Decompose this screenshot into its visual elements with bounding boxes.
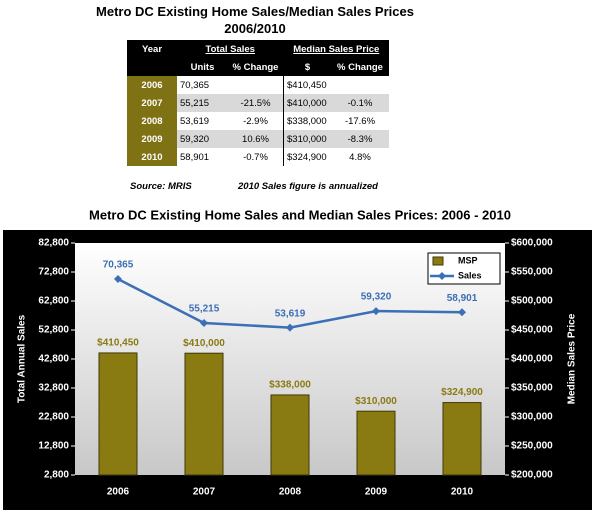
- y-tick-label: 12,800: [38, 441, 69, 452]
- table-cell: 2007: [127, 94, 177, 112]
- y2-tick-label: $200,000: [511, 470, 553, 481]
- x-tick-label: 2006: [107, 487, 130, 498]
- table-cell: $310,000: [283, 130, 331, 148]
- y-tick-label: 2,800: [44, 470, 69, 481]
- bar: [98, 352, 138, 476]
- y-tick-label: 32,800: [38, 383, 69, 394]
- table-cell: 10.6%: [228, 130, 284, 148]
- legend-label: Sales: [458, 270, 482, 280]
- bar-label: $310,000: [355, 396, 397, 407]
- y2-tick-label: $350,000: [511, 383, 553, 394]
- y2-tick-label: $450,000: [511, 325, 553, 336]
- marker: [114, 275, 122, 284]
- table-cell: $410,000: [283, 94, 331, 112]
- table-cell: 4.8%: [331, 148, 389, 166]
- bar-label: $410,450: [97, 338, 139, 349]
- table-cell: $338,000: [283, 112, 331, 130]
- table-subtitle: 2006/2010: [224, 21, 286, 36]
- subheader-cell: % Change: [331, 58, 389, 76]
- y-tick-label: 52,800: [38, 325, 69, 336]
- table-cell: 70,365: [177, 76, 228, 94]
- table-cell: -0.1%: [331, 94, 389, 112]
- x-tick-label: 2008: [279, 487, 302, 498]
- table-row: 2008 53,619 -2.9% $338,000 -17.6%: [127, 112, 389, 130]
- table-row: 2009 59,320 10.6% $310,000 -8.3%: [127, 130, 389, 148]
- marker: [286, 323, 294, 332]
- table-cell: 2008: [127, 112, 177, 130]
- y-tick-label: 62,800: [38, 296, 69, 307]
- legend-swatch: [432, 256, 444, 266]
- bar-label: $410,000: [183, 338, 225, 349]
- marker: [200, 318, 208, 327]
- bar: [356, 410, 396, 476]
- table-cell: 55,215: [177, 94, 228, 112]
- table-cell: 2010: [127, 148, 177, 166]
- legend-swatch: [438, 272, 446, 280]
- table-row: 2006 70,365 $410,450: [127, 76, 389, 94]
- line-label: 59,320: [361, 292, 392, 303]
- line-label: 58,901: [447, 293, 478, 304]
- line-label: 70,365: [103, 260, 134, 271]
- table-cell: [331, 76, 389, 94]
- x-tick-label: 2010: [451, 487, 474, 498]
- table-cell: 53,619: [177, 112, 228, 130]
- chart-title: Metro DC Existing Home Sales and Median …: [89, 207, 511, 222]
- table-cell: 2006: [127, 76, 177, 94]
- y-tick-label: 82,800: [38, 238, 69, 249]
- marker: [372, 307, 380, 316]
- y2-axis-title: Median Sales Price: [567, 313, 578, 404]
- bar: [442, 402, 482, 476]
- table-cell: [228, 76, 284, 94]
- table-row: 2010 58,901 -0.7% $324,900 4.8%: [127, 148, 389, 166]
- table-cell: 59,320: [177, 130, 228, 148]
- table-row: 2007 55,215 -21.5% $410,000 -0.1%: [127, 94, 389, 112]
- table-cell: -17.6%: [331, 112, 389, 130]
- subheader-cell: % Change: [228, 58, 284, 76]
- table-cell: -2.9%: [228, 112, 284, 130]
- y2-tick-label: $500,000: [511, 296, 553, 307]
- table-title: Metro DC Existing Home Sales/Median Sale…: [96, 4, 414, 19]
- y2-tick-label: $400,000: [511, 354, 553, 365]
- table-cell: 58,901: [177, 148, 228, 166]
- bar-label: $324,900: [441, 387, 483, 398]
- y-tick-label: 42,800: [38, 354, 69, 365]
- y2-tick-label: $250,000: [511, 441, 553, 452]
- x-tick-label: 2009: [365, 487, 388, 498]
- y-tick-label: 22,800: [38, 412, 69, 423]
- header-cell: Total Sales: [177, 40, 284, 58]
- header-cell: Median Sales Price: [283, 40, 389, 58]
- bar: [184, 352, 224, 476]
- legend-label: MSP: [458, 255, 478, 265]
- table-cell: $410,450: [283, 76, 331, 94]
- header-cell: [127, 58, 177, 76]
- y-axis-title: Total Annual Sales: [17, 314, 28, 403]
- table-cell: -21.5%: [228, 94, 284, 112]
- bar-label: $338,000: [269, 380, 311, 391]
- line-label: 55,215: [189, 304, 220, 315]
- header-row: Year Total Sales Median Sales Price: [127, 40, 389, 58]
- table-cell: 2009: [127, 130, 177, 148]
- subheader-cell: Units: [177, 58, 228, 76]
- bar: [270, 394, 310, 476]
- table-note: 2010 Sales figure is annualized: [238, 181, 378, 192]
- y2-tick-label: $550,000: [511, 267, 553, 278]
- subheader-row: Units% Change $% Change: [127, 58, 389, 76]
- line-label: 53,619: [275, 308, 306, 319]
- sales-table: Year Total Sales Median Sales Price Units% …: [127, 40, 389, 166]
- table-source: Source: MRIS: [130, 181, 192, 192]
- y2-tick-label: $300,000: [511, 412, 553, 423]
- table-cell: $324,900: [283, 148, 331, 166]
- subheader-cell: $: [283, 58, 331, 76]
- y2-tick-label: $600,000: [511, 238, 553, 249]
- table-cell: -8.3%: [331, 130, 389, 148]
- header-cell: Year: [127, 40, 177, 58]
- marker: [458, 308, 466, 317]
- table-cell: -0.7%: [228, 148, 284, 166]
- x-tick-label: 2007: [193, 487, 216, 498]
- y-tick-label: 72,800: [38, 267, 69, 278]
